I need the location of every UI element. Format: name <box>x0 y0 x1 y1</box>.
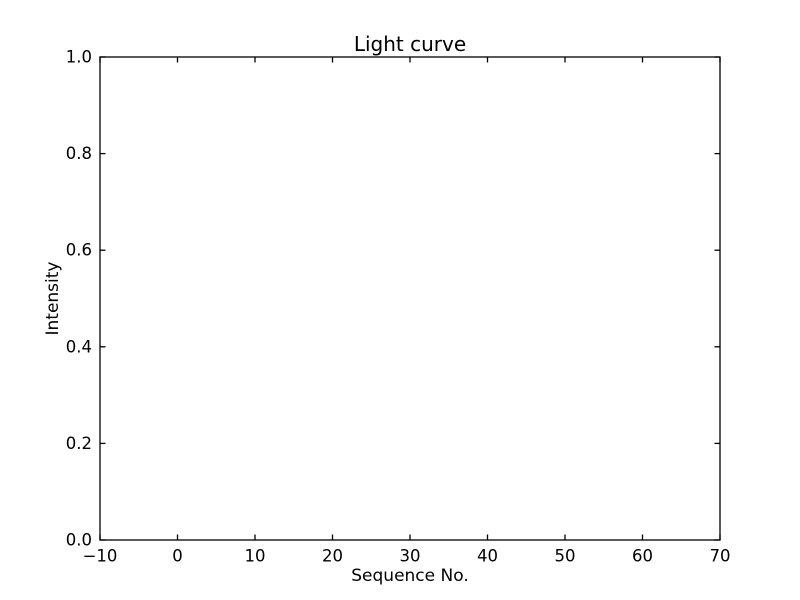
x-tick-label: 50 <box>555 547 576 566</box>
x-tick-label: 40 <box>477 547 498 566</box>
x-tick-label: −10 <box>83 547 118 566</box>
tick-marks <box>99 56 721 541</box>
tick-labels: −10 0 10 20 30 40 50 60 70 0.0 0.2 0.4 0.6 0.8 1.0 <box>66 48 731 566</box>
x-tick-label: 70 <box>710 547 731 566</box>
x-tick-label: 30 <box>400 547 421 566</box>
x-tick-label: 0 <box>172 547 183 566</box>
axes-frame <box>99 56 721 541</box>
y-tick-label: 1.0 <box>66 48 92 67</box>
y-tick-label: 0.8 <box>66 144 92 163</box>
y-tick-label: 0.6 <box>66 241 92 260</box>
chart-title: Light curve <box>354 32 466 56</box>
y-tick-label: 0.0 <box>66 531 92 550</box>
y-tick-label: 0.2 <box>66 434 92 453</box>
y-axis-label: Intensity <box>43 262 63 336</box>
x-tick-label: 20 <box>322 547 343 566</box>
y-tick-label: 0.4 <box>66 337 92 356</box>
x-tick-label: 60 <box>632 547 653 566</box>
x-tick-label: 10 <box>245 547 266 566</box>
x-axis-label: Sequence No. <box>351 566 468 586</box>
